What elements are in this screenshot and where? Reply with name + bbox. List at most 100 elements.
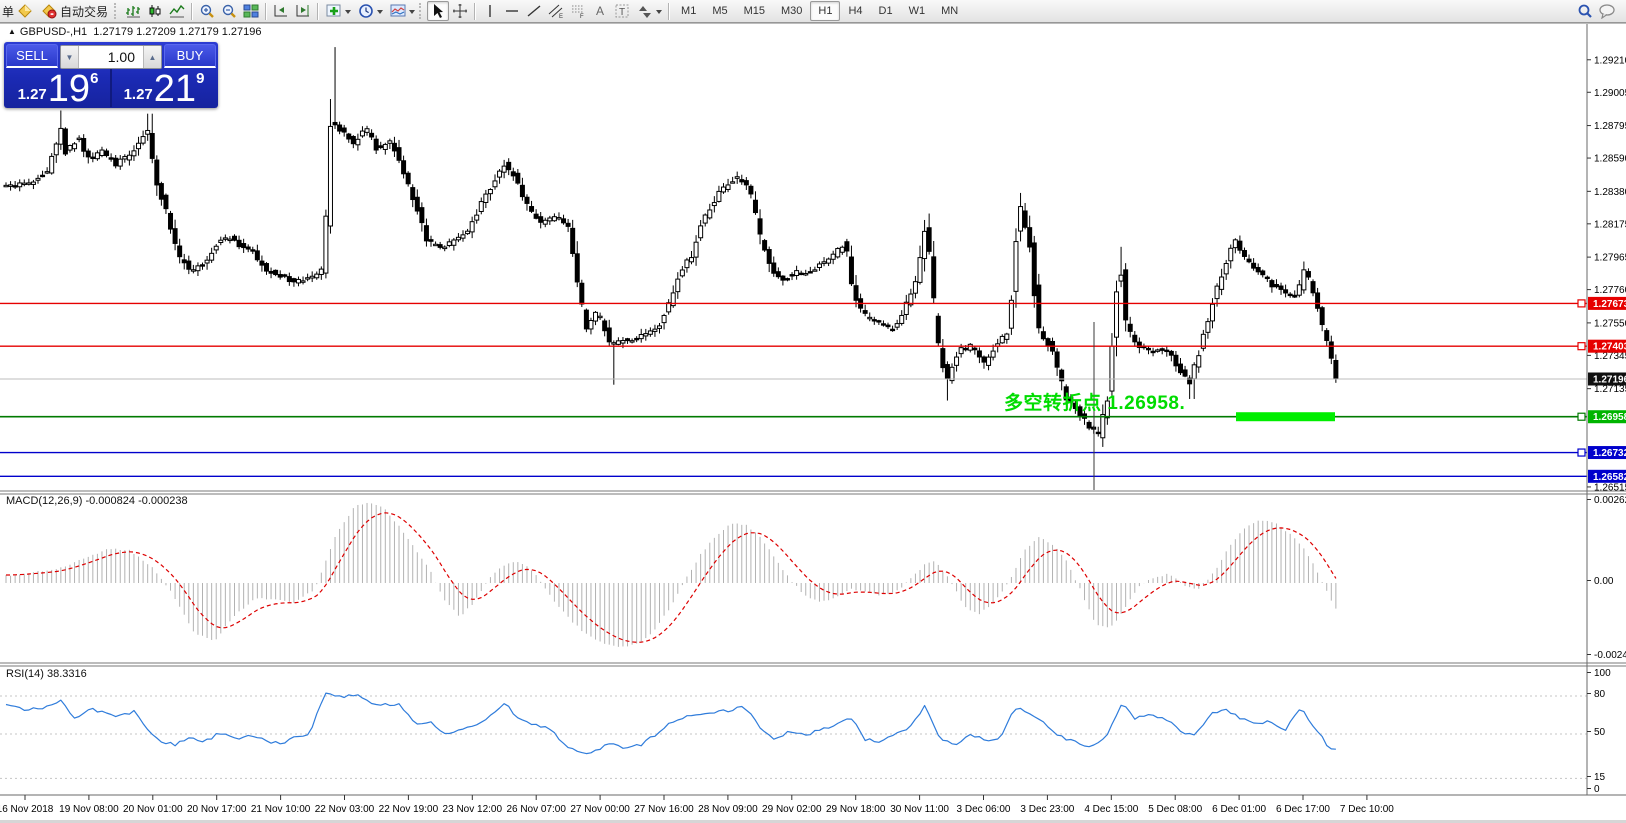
cursor-tool-button[interactable] (427, 1, 450, 21)
svg-text:F: F (580, 14, 584, 19)
one-click-panel-toggle-icon[interactable]: ▲ (8, 27, 16, 36)
buy-price-button[interactable]: 1.27 21 9 (112, 69, 216, 108)
sell-price-button[interactable]: 1.27 19 6 (6, 69, 112, 108)
bar-chart-mode-button[interactable] (122, 1, 144, 21)
sell-price-prefix: 1.27 (17, 86, 47, 103)
zoom-out-icon (222, 4, 236, 18)
order-menu-label[interactable]: 单 (2, 4, 15, 19)
auto-scroll-button[interactable] (270, 1, 292, 21)
fibonacci-tool-button[interactable]: F (567, 1, 589, 21)
pane-borders (0, 23, 1626, 823)
macd-series (5, 502, 1337, 647)
timeframe-h4-button[interactable]: H4 (848, 5, 863, 17)
macd-axis-label: -0.00244 (1594, 650, 1626, 661)
volume-input[interactable]: 1.00 (107, 49, 135, 65)
search-icon (1578, 4, 1592, 18)
time-label: 23 Nov 12:00 (443, 804, 503, 815)
toolbar-separator (265, 2, 268, 20)
horizontal-line-tool-button[interactable] (501, 1, 523, 21)
templates-dropdown-caret[interactable] (408, 10, 415, 17)
arrows-dropdown-caret[interactable] (655, 10, 662, 17)
periods-dropdown-caret[interactable] (376, 10, 383, 17)
periods-button[interactable] (354, 1, 386, 21)
timeframe-m30-button[interactable]: M30 (781, 5, 803, 17)
channel-tool-button[interactable]: E (545, 1, 567, 21)
timeframe-m5-button[interactable]: M5 (712, 5, 728, 17)
candlestick-icon (149, 5, 161, 17)
text-label-tool-button[interactable]: T (611, 1, 633, 21)
time-label: 27 Nov 00:00 (570, 804, 630, 815)
macd-signal-line (6, 512, 1337, 643)
time-label: 4 Dec 15:00 (1084, 804, 1138, 815)
tile-windows-button[interactable] (240, 1, 262, 21)
one-click-trading-panel: SELL ▼ 1.00 ▲ BUY 1.27 19 6 1.27 21 9 (4, 42, 218, 108)
autotrading-label: 自动交易 (60, 4, 109, 19)
time-label: 26 Nov 07:00 (506, 804, 566, 815)
timeframe-h1-button[interactable]: H1 (810, 1, 841, 21)
chart-shift-icon (296, 5, 310, 17)
toolbar-separator (668, 2, 671, 20)
timeframe-m1-button[interactable]: M1 (681, 5, 697, 17)
zoom-in-button[interactable] (196, 1, 218, 21)
zoom-out-button[interactable] (218, 1, 240, 21)
chat-bubble-icon (1599, 4, 1615, 19)
macd-axis-label: 0.002627 (1594, 495, 1626, 506)
indicators-button[interactable] (322, 1, 354, 21)
line-endpoint-marker (1577, 342, 1586, 351)
price-tick-label: 1.28380 (1594, 187, 1626, 198)
ohlc-values: 1.27179 1.27209 1.27179 1.27196 (93, 26, 262, 38)
timeframe-w1-button[interactable]: W1 (908, 5, 926, 17)
autotrading-button[interactable]: 自动交易 (36, 1, 113, 21)
templates-button[interactable] (386, 1, 418, 21)
line-chart-mode-button[interactable] (166, 1, 188, 21)
sell-button[interactable]: SELL (6, 44, 58, 68)
zoom-in-icon (200, 4, 214, 18)
price-axis: 1.29210 1.29005 1.28795 1.28590 1.28380 1.281… (1587, 55, 1626, 493)
time-label: 3 Dec 23:00 (1020, 804, 1074, 815)
time-label: 30 Nov 11:00 (890, 804, 949, 815)
candle-chart-mode-button[interactable] (144, 1, 166, 21)
sell-price-pip: 6 (90, 70, 99, 87)
time-label: 29 Nov 18:00 (826, 804, 886, 815)
search-button[interactable] (1574, 1, 1596, 21)
buy-button[interactable]: BUY (164, 44, 216, 68)
timeframe-mn-button[interactable]: MN (941, 5, 959, 17)
volume-decrease-button[interactable]: ▼ (61, 46, 79, 68)
trendline-icon (527, 5, 541, 17)
templates-icon (390, 4, 406, 17)
price-badge-label: 1.27196 (1593, 375, 1626, 386)
trendline-tool-button[interactable] (523, 1, 545, 21)
price-tick-label: 1.27760 (1594, 285, 1626, 296)
crosshair-tool-button[interactable] (449, 1, 471, 21)
top-toolbar: 单 自动交易 (0, 0, 1626, 23)
svg-text:A: A (596, 4, 604, 18)
time-label: 5 Dec 08:00 (1148, 804, 1202, 815)
indicators-icon (326, 4, 341, 17)
text-tool-button[interactable]: A (589, 1, 611, 21)
vertical-line-tool-button[interactable] (479, 1, 501, 21)
volume-increase-button[interactable]: ▲ (143, 46, 161, 68)
chart-shift-button[interactable] (292, 1, 314, 21)
price-line-badge (1588, 469, 1626, 483)
price-line-badge (1588, 372, 1626, 386)
auto-scroll-icon (274, 5, 288, 17)
toolbar-grip[interactable] (419, 3, 424, 19)
chat-button[interactable] (1596, 1, 1618, 21)
timeframe-d1-button[interactable]: D1 (878, 5, 893, 17)
new-order-button[interactable] (14, 1, 36, 21)
time-label: 29 Nov 02:00 (762, 804, 822, 815)
arrows-tool-button[interactable] (633, 1, 665, 21)
cursor-arrow-icon (434, 4, 444, 18)
timeframe-m15-button[interactable]: M15 (743, 5, 765, 17)
time-label: 6 Dec 01:00 (1212, 804, 1266, 815)
price-line-badge (1588, 446, 1626, 460)
rsi-line (5, 692, 1336, 755)
time-label: 22 Nov 03:00 (315, 804, 375, 815)
time-label: 22 Nov 19:00 (379, 804, 439, 815)
indicators-dropdown-caret[interactable] (344, 10, 351, 17)
text-a-icon: A (596, 4, 604, 18)
toolbar-grip[interactable] (114, 3, 119, 19)
time-label: 16 Nov 2018 (0, 804, 54, 815)
horizontal-line-icon (506, 10, 519, 12)
